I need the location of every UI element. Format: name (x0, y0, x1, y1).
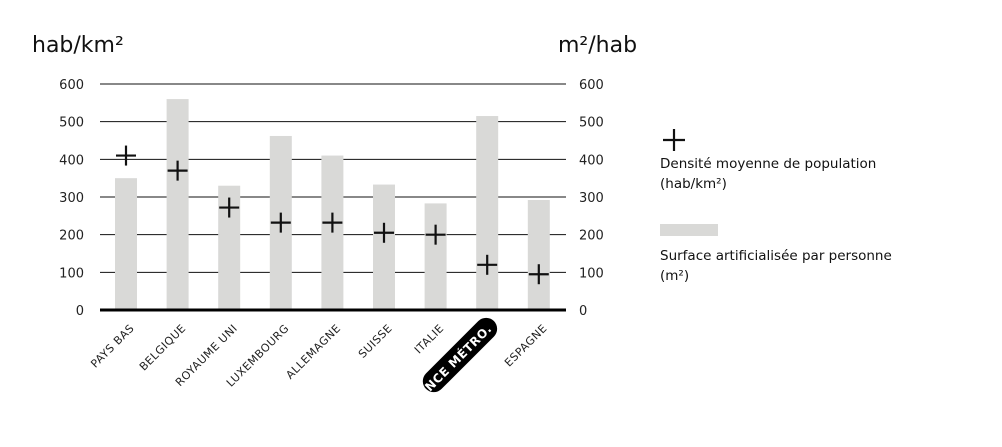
cross-marker (528, 264, 549, 285)
cross-series (116, 145, 549, 285)
right-tick-label: 600 (579, 78, 604, 93)
right-tick-label: 200 (579, 229, 604, 244)
legend-density: Densité moyenne de population (hab/km²) (660, 128, 876, 194)
category-label-text: SUISSE (356, 322, 395, 361)
left-axis-unit-label: hab/km² (32, 33, 124, 58)
category-label-text: ESPAGNE (502, 322, 550, 370)
left-tick-label: 400 (59, 153, 84, 168)
legend-density-line1: Densité moyenne de population (660, 156, 877, 172)
category-label-text: ITALIE (412, 322, 447, 357)
right-tick-label: 400 (579, 153, 604, 168)
highlight-pill (422, 317, 498, 393)
cross-marker (374, 222, 394, 243)
category-label: PAYS BAS (88, 322, 137, 371)
left-tick-label: 200 (59, 229, 84, 244)
category-label: BELGIQUE (137, 322, 189, 374)
right-tick-label: 300 (579, 191, 604, 206)
left-axis-ticks: 0 100 200 300 400 500 600 (59, 78, 84, 319)
cross-marker (167, 160, 188, 181)
category-label: ESPAGNE (502, 322, 550, 370)
cross-marker (322, 212, 343, 233)
legend-bar-swatch (660, 224, 718, 236)
bar (373, 184, 395, 310)
left-tick-label: 500 (59, 116, 84, 131)
category-label-text: PAYS BAS (88, 322, 137, 371)
cross-marker (425, 224, 446, 245)
left-tick-label: 300 (59, 191, 84, 206)
bar (476, 116, 499, 311)
category-label: ITALIE (412, 322, 447, 357)
category-label: SUISSE (356, 322, 395, 361)
bar-series (115, 99, 550, 311)
left-tick-label: 0 (76, 304, 84, 319)
left-tick-label: 600 (59, 78, 84, 93)
right-axis-ticks: 0 100 200 300 400 500 600 (579, 78, 604, 319)
right-tick-label: 0 (579, 304, 587, 319)
legend-surface-line2: (m²) (660, 268, 690, 284)
legend-surface-line1: Surface artificialisée par personne (660, 248, 892, 264)
category-label: FRANCE MÉTRO. (402, 317, 498, 414)
cross-marker (270, 212, 291, 233)
right-axis-unit-label: m²/hab (558, 33, 637, 58)
left-tick-label: 100 (59, 266, 84, 281)
cross-marker (477, 254, 498, 275)
bar (218, 185, 241, 310)
bar (527, 200, 550, 310)
category-label: ALLEMAGNE (283, 322, 343, 382)
bar (424, 203, 447, 310)
category-label-text: ALLEMAGNE (283, 322, 343, 382)
cross-marker (219, 197, 240, 218)
right-tick-label: 500 (579, 116, 604, 131)
category-label-text: FRANCE MÉTRO. (402, 321, 495, 414)
right-tick-label: 100 (579, 266, 604, 281)
bar (166, 99, 189, 310)
bar (115, 178, 137, 310)
cross-marker (116, 145, 136, 166)
legend-density-line2: (hab/km²) (660, 176, 727, 192)
legend-surface: Surface artificialisée par personne (m²) (660, 224, 892, 286)
category-label-text: BELGIQUE (137, 322, 189, 374)
bar (321, 155, 344, 310)
cross-icon (663, 129, 685, 151)
